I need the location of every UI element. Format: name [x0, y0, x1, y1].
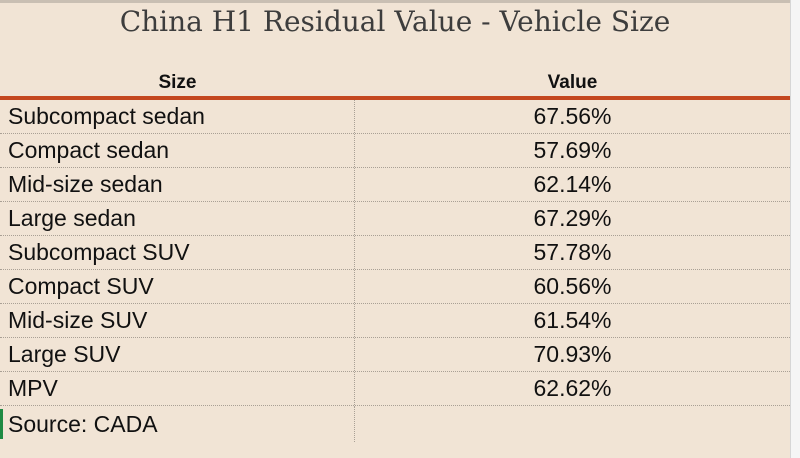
active-cell-marker [0, 409, 3, 439]
size-cell[interactable]: Large sedan [0, 202, 355, 235]
size-cell[interactable]: Mid-size sedan [0, 168, 355, 201]
table-row: Large sedan 67.29% [0, 202, 790, 236]
value-cell[interactable]: 67.56% [533, 103, 612, 129]
source-cell[interactable]: Source: CADA [0, 406, 355, 442]
table-body: Subcompact sedan 67.56% Compact sedan 57… [0, 100, 790, 442]
value-cell[interactable]: 62.62% [533, 375, 612, 401]
table-row: MPV 62.62% [0, 372, 790, 406]
table-row: Subcompact sedan 67.56% [0, 100, 790, 134]
value-cell[interactable]: 60.56% [533, 273, 612, 299]
table-row: Mid-size SUV 61.54% [0, 304, 790, 338]
column-header-size[interactable]: Size [158, 72, 197, 93]
value-cell[interactable]: 57.69% [533, 137, 612, 163]
size-cell[interactable]: Compact SUV [0, 270, 355, 303]
header-divider [0, 96, 790, 100]
value-cell[interactable]: 67.29% [533, 205, 612, 231]
size-cell[interactable]: Subcompact sedan [0, 100, 355, 133]
table-row: Mid-size sedan 62.14% [0, 168, 790, 202]
empty-cell[interactable] [355, 406, 790, 442]
value-cell[interactable]: 61.54% [533, 307, 612, 333]
table-row: Large SUV 70.93% [0, 338, 790, 372]
size-cell[interactable]: Mid-size SUV [0, 304, 355, 337]
value-cell[interactable]: 70.93% [533, 341, 612, 367]
size-cell[interactable]: Compact sedan [0, 134, 355, 167]
source-row: Source: CADA [0, 406, 790, 442]
size-cell[interactable]: Subcompact SUV [0, 236, 355, 269]
table-row: Compact SUV 60.56% [0, 270, 790, 304]
top-edge [0, 0, 790, 3]
value-cell[interactable]: 57.78% [533, 239, 612, 265]
table-title: China H1 Residual Value - Vehicle Size [119, 5, 671, 38]
size-cell[interactable]: Large SUV [0, 338, 355, 371]
table-row: Compact sedan 57.69% [0, 134, 790, 168]
column-header-row: Size Value [0, 66, 790, 96]
size-cell[interactable]: MPV [0, 372, 355, 405]
sheet-edge-strip [790, 0, 800, 458]
column-header-value[interactable]: Value [547, 72, 598, 93]
table-row: Subcompact SUV 57.78% [0, 236, 790, 270]
value-cell[interactable]: 62.14% [533, 171, 612, 197]
